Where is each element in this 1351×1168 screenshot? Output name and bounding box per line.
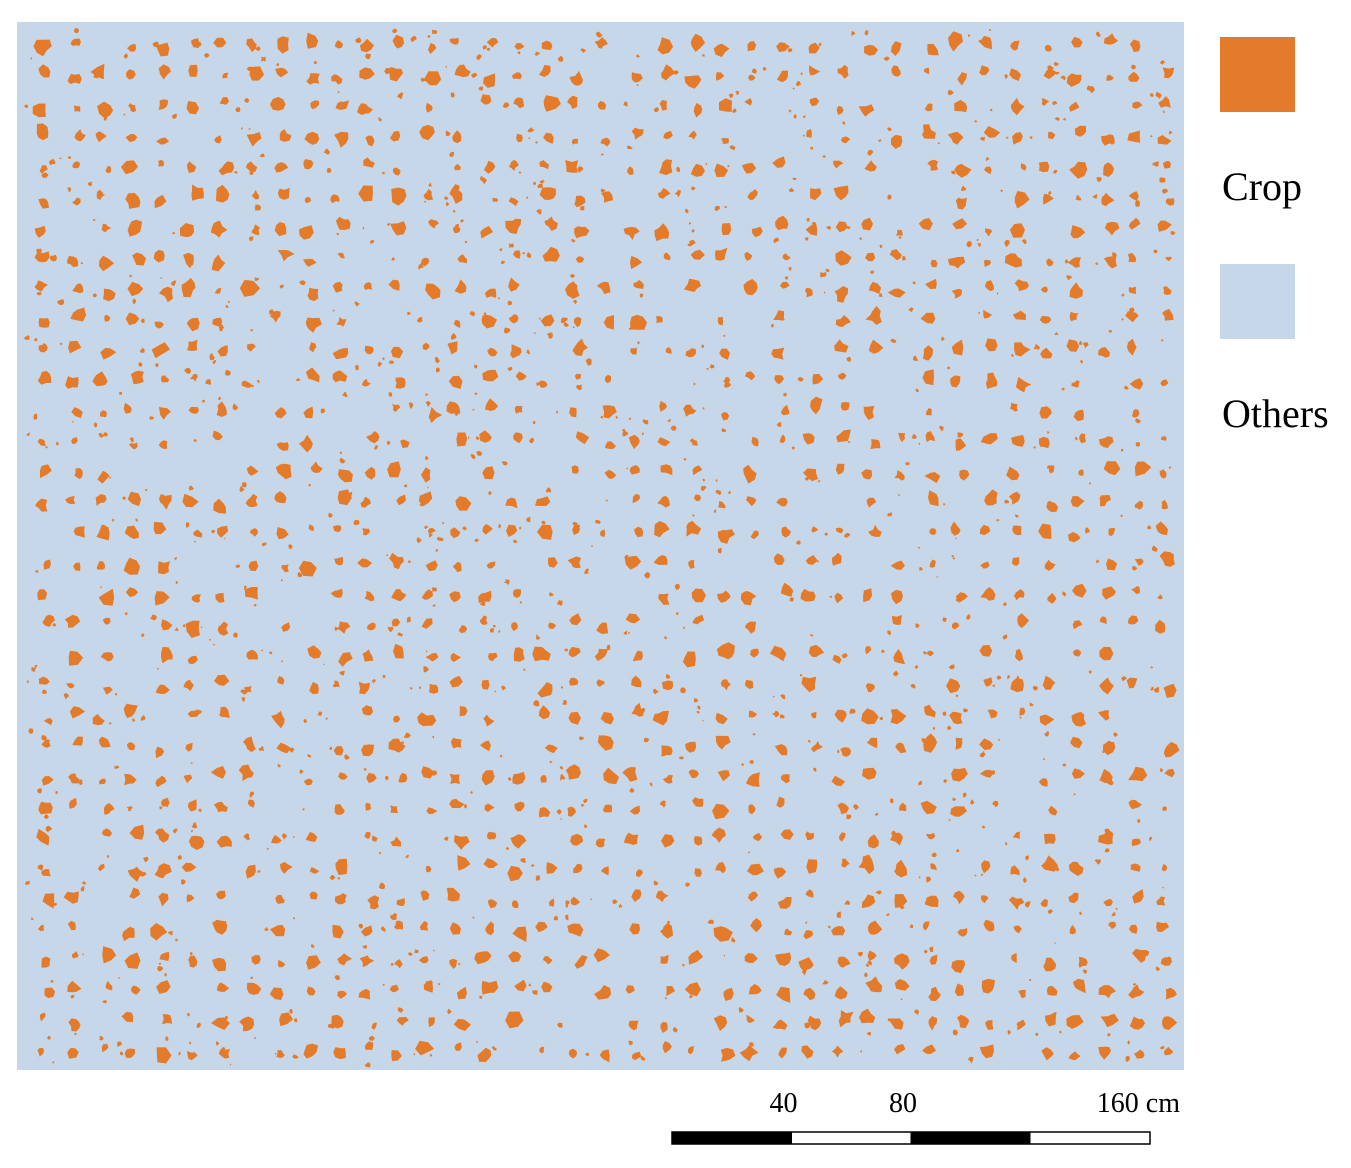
scale-label: 40 <box>770 1088 798 1119</box>
scale-bar-segment <box>911 1132 1031 1144</box>
scale-label: 160 cm <box>1097 1088 1180 1119</box>
map-area <box>17 22 1184 1070</box>
legend-label: Others <box>1222 391 1329 436</box>
legend-label: Crop <box>1222 164 1302 209</box>
scale-bar-segment <box>672 1132 792 1144</box>
legend-swatch <box>1220 37 1295 112</box>
legend-swatch <box>1220 264 1295 339</box>
scale-label: 80 <box>889 1088 917 1119</box>
